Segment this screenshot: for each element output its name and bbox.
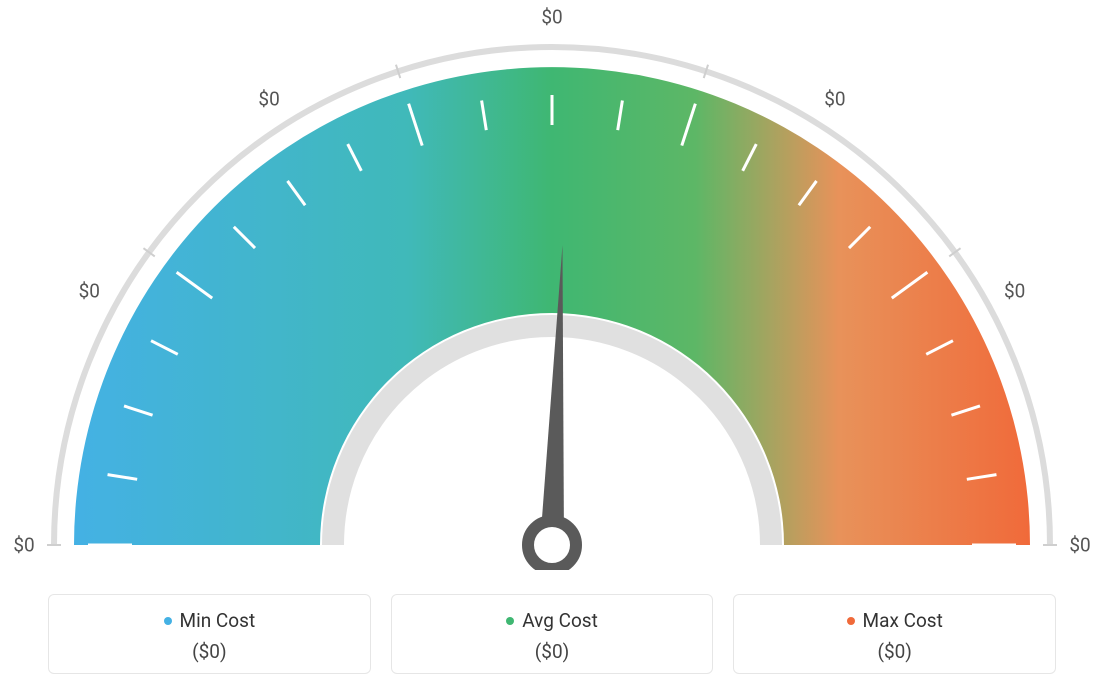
legend-min-label: Min Cost xyxy=(180,609,256,632)
legend-avg-value: ($0) xyxy=(404,640,701,663)
gauge-tick-label: $0 xyxy=(824,88,845,111)
gauge-tick-label: $0 xyxy=(1069,534,1090,557)
gauge-tick-label: $0 xyxy=(13,534,34,557)
gauge-tick-label: $0 xyxy=(258,88,279,111)
legend-dot-avg xyxy=(506,617,514,625)
gauge-tick-label: $0 xyxy=(541,6,562,29)
legend-dot-min xyxy=(164,617,172,625)
legend-min-value: ($0) xyxy=(61,640,358,663)
legend-row: Min Cost ($0) Avg Cost ($0) Max Cost ($0… xyxy=(48,594,1056,674)
legend-min-cost: Min Cost ($0) xyxy=(48,594,371,674)
cost-gauge-widget: $0 $0 $0 $0 $0 $0 $0 Min Cost ($0) Avg Cost ($… xyxy=(0,0,1104,690)
legend-max-label: Max Cost xyxy=(863,609,943,632)
gauge-chart: $0 $0 $0 $0 $0 $0 $0 xyxy=(0,0,1104,570)
legend-max-cost: Max Cost ($0) xyxy=(733,594,1056,674)
gauge-tick-label: $0 xyxy=(1004,279,1025,302)
legend-avg-cost: Avg Cost ($0) xyxy=(391,594,714,674)
legend-dot-max xyxy=(847,617,855,625)
legend-max-value: ($0) xyxy=(746,640,1043,663)
gauge-tick-label: $0 xyxy=(79,279,100,302)
legend-avg-label: Avg Cost xyxy=(522,609,598,632)
